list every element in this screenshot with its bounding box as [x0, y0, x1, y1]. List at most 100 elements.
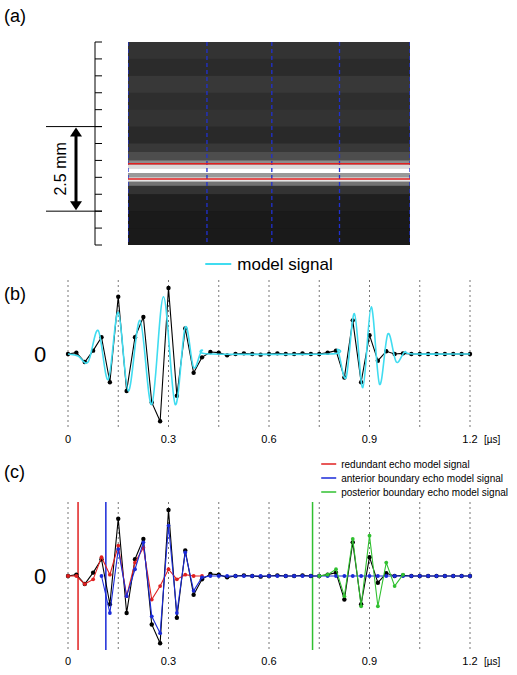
data-point [158, 631, 162, 635]
data-point [167, 524, 171, 528]
data-point [158, 584, 162, 588]
axis-unit: [µs] [484, 434, 501, 445]
major-tick [46, 126, 102, 127]
legend-swatch [321, 463, 336, 465]
intensity-row [128, 76, 410, 93]
tick [95, 194, 102, 195]
data-point [166, 286, 170, 290]
column-marker [206, 42, 207, 245]
data-point [351, 537, 355, 541]
column-marker [271, 42, 272, 245]
data-point [384, 561, 388, 565]
tick-label: 0 [34, 564, 46, 589]
data-point [66, 574, 70, 578]
tick-label: 1.2 [462, 433, 477, 445]
data-point [175, 616, 179, 620]
data-point [359, 604, 363, 608]
intensity-row [128, 42, 410, 59]
data-point [167, 567, 171, 571]
data-point [275, 573, 279, 577]
intensity-row [128, 59, 410, 76]
data-point [100, 574, 104, 578]
intensity-row [128, 182, 410, 187]
data-point [451, 574, 455, 578]
data-point [435, 574, 439, 578]
data-point [125, 594, 129, 598]
data-point [309, 574, 313, 578]
data-point [275, 574, 279, 578]
tick [95, 228, 102, 229]
panel-label: (b) [4, 284, 26, 304]
data-point [342, 574, 346, 578]
series-line [68, 510, 470, 643]
tick-label: 0.6 [261, 433, 276, 445]
data-point [183, 551, 187, 555]
data-point [392, 574, 396, 578]
intensity-row [128, 173, 410, 178]
data-point [393, 584, 397, 588]
data-point [133, 567, 137, 571]
series-line [68, 546, 202, 600]
data-point [125, 594, 129, 598]
data-point [150, 614, 154, 618]
data-point [234, 574, 238, 578]
data-point [217, 574, 221, 578]
data-point [418, 574, 422, 578]
series-line [319, 536, 403, 607]
tick [95, 160, 102, 161]
data-point [267, 574, 271, 578]
tick [95, 177, 102, 178]
data-point [141, 315, 145, 319]
plot-area [66, 502, 472, 650]
data-point [393, 574, 397, 578]
grid-line [369, 280, 370, 428]
tick [95, 245, 102, 246]
data-point [175, 611, 179, 615]
data-point [191, 593, 195, 597]
tick-label: 0.3 [161, 655, 176, 667]
data-point [116, 517, 120, 521]
data-point [116, 295, 120, 299]
data-point [267, 574, 271, 578]
data-point [91, 577, 95, 581]
intensity-row [128, 127, 410, 144]
tick-label: 1.2 [462, 655, 477, 667]
data-point [192, 574, 196, 578]
data-point [443, 574, 447, 578]
data-point [284, 574, 288, 578]
legend-swatch [321, 477, 336, 479]
data-point [83, 582, 87, 586]
data-point [175, 577, 179, 581]
data-point [468, 574, 472, 578]
data-point [292, 574, 296, 578]
arrow-head [70, 201, 82, 210]
tick-label: 0.3 [161, 433, 176, 445]
data-point [342, 594, 346, 598]
data-point [376, 604, 380, 608]
panel-label: (c) [4, 462, 25, 482]
data-point [208, 574, 212, 578]
data-point [250, 574, 254, 578]
data-point [368, 534, 372, 538]
plot-area [66, 286, 472, 424]
legend-swatch [321, 491, 336, 493]
intensity-row [128, 160, 410, 165]
data-point [233, 574, 237, 578]
intensity-row [128, 93, 410, 110]
tick [95, 109, 102, 110]
column-marker [128, 42, 129, 245]
data-point [443, 574, 447, 578]
data-point [459, 574, 463, 578]
data-point [460, 574, 464, 578]
tick-label: 0 [65, 433, 71, 445]
panel-label: (a) [4, 6, 26, 26]
tick [95, 143, 102, 144]
data-point [468, 574, 472, 578]
intensity-row [128, 177, 410, 182]
data-point [108, 380, 112, 384]
legend: model signal [205, 255, 332, 274]
data-point [158, 641, 162, 645]
data-point [359, 574, 363, 578]
axis-unit: [µs] [484, 656, 501, 667]
tick-label: 0.9 [362, 655, 377, 667]
